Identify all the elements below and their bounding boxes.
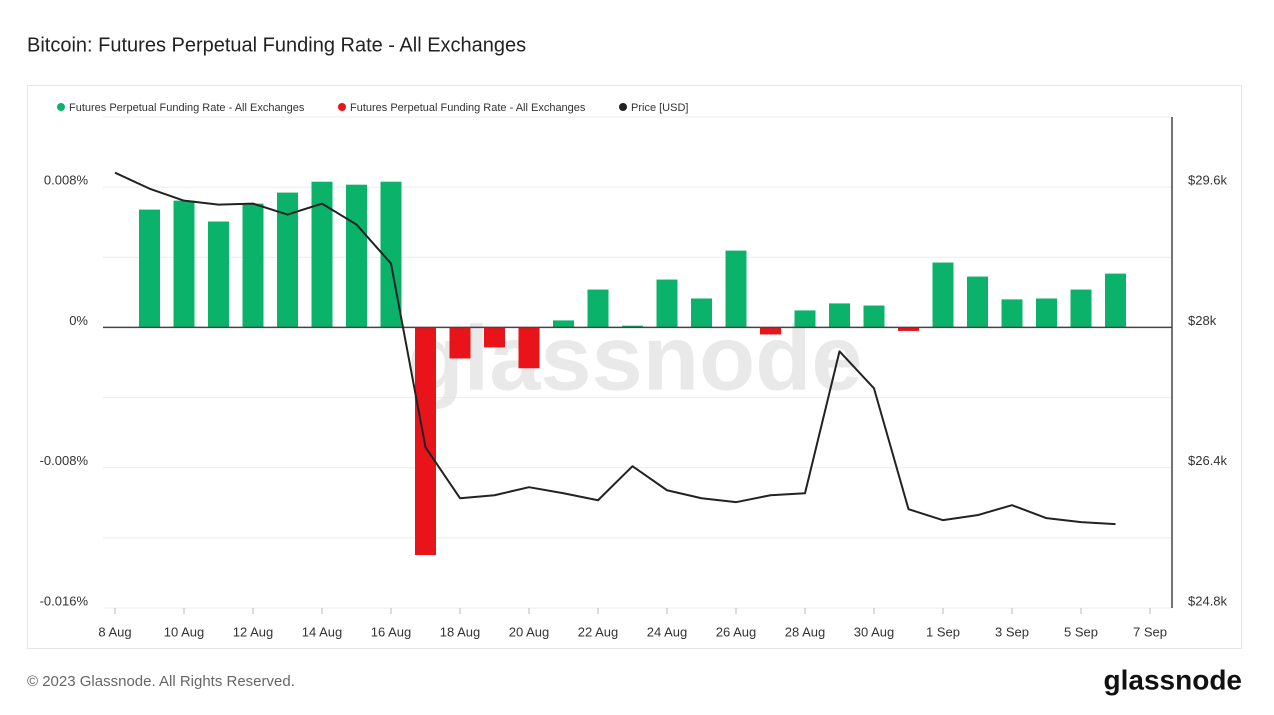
x-tick-label: 3 Sep [995, 624, 1029, 639]
x-tick-label: 24 Aug [647, 624, 688, 639]
legend-label: Price [USD] [631, 102, 688, 114]
x-tick-label: 5 Sep [1064, 624, 1098, 639]
watermark: glassnode [407, 307, 862, 409]
x-tick-label: 28 Aug [785, 624, 826, 639]
x-tick-label: 30 Aug [854, 624, 895, 639]
bar [553, 320, 574, 328]
bar [760, 327, 781, 335]
x-tick-label: 10 Aug [164, 624, 205, 639]
legend-marker [338, 103, 346, 111]
y-tick-label: -0.016% [40, 593, 89, 608]
bar [311, 181, 333, 328]
price-line [114, 171, 1116, 526]
bar [1001, 299, 1023, 328]
bar [725, 250, 747, 328]
bar [898, 327, 919, 331]
y2-tick-label: $28k [1188, 313, 1217, 328]
x-tick-label: 14 Aug [302, 624, 343, 639]
chart-title: Bitcoin: Futures Perpetual Funding Rate … [27, 34, 526, 56]
x-tick-label: 7 Sep [1133, 624, 1167, 639]
bar [173, 200, 195, 328]
x-tick-label: 1 Sep [926, 624, 960, 639]
legend-marker [619, 103, 627, 111]
x-tick-label: 20 Aug [509, 624, 550, 639]
bar [449, 327, 471, 359]
bar [691, 298, 712, 328]
x-tick-label: 8 Aug [98, 624, 131, 639]
x-tick-label: 16 Aug [371, 624, 412, 639]
bar [242, 203, 264, 328]
bar [967, 276, 988, 328]
x-tick-label: 18 Aug [440, 624, 481, 639]
chart-frame [27, 85, 1242, 649]
footer: © 2023 Glassnode. All Rights Reserved. [27, 673, 295, 690]
bar [208, 221, 229, 328]
y2-tick-label: $29.6k [1188, 173, 1228, 188]
legend-label: Futures Perpetual Funding Rate - All Exc… [69, 102, 305, 114]
bar [277, 192, 298, 328]
bar [794, 310, 816, 328]
bar [139, 209, 160, 328]
y-tick-label: -0.008% [40, 453, 89, 468]
legend-label: Futures Perpetual Funding Rate - All Exc… [350, 102, 586, 114]
bar [415, 327, 436, 556]
bar [518, 327, 540, 369]
x-tick-label: 12 Aug [233, 624, 274, 639]
bar [863, 305, 885, 328]
bar [622, 325, 643, 328]
legend-marker [57, 103, 65, 111]
bar [656, 279, 678, 328]
bar [1070, 289, 1092, 328]
y-tick-label: 0% [69, 313, 88, 328]
bar [829, 303, 850, 328]
bar [1105, 273, 1126, 328]
y2-tick-label: $26.4k [1188, 453, 1228, 468]
x-tick-label: 26 Aug [716, 624, 757, 639]
y-tick-label: 0.008% [44, 173, 89, 188]
bar [932, 262, 954, 328]
bar [1036, 298, 1057, 328]
bar [484, 327, 505, 348]
y2-tick-label: $24.8k [1188, 593, 1228, 608]
bar [587, 289, 609, 328]
x-tick-label: 22 Aug [578, 624, 619, 639]
logo: glassnode [1104, 664, 1242, 695]
bar [346, 184, 367, 328]
